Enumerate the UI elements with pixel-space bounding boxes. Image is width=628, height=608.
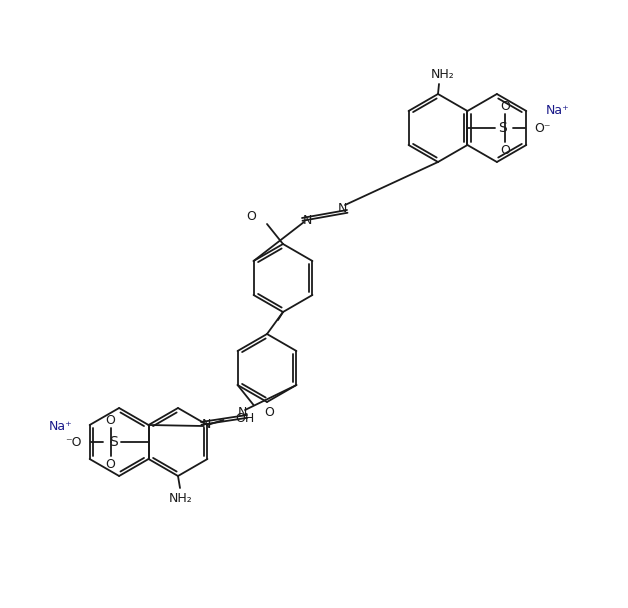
Text: O: O xyxy=(246,210,256,223)
Text: Na⁺: Na⁺ xyxy=(49,420,72,432)
Text: O: O xyxy=(106,457,116,471)
Text: NH₂: NH₂ xyxy=(169,491,193,505)
Text: ⁻O: ⁻O xyxy=(65,435,82,449)
Text: O: O xyxy=(501,100,511,112)
Text: N: N xyxy=(337,201,347,215)
Text: S: S xyxy=(498,121,507,135)
Text: S: S xyxy=(109,435,118,449)
Text: Na⁺: Na⁺ xyxy=(546,103,570,117)
Text: N: N xyxy=(302,213,311,227)
Text: N: N xyxy=(202,418,210,430)
Text: O: O xyxy=(264,407,274,420)
Text: O: O xyxy=(106,413,116,426)
Text: OH: OH xyxy=(236,412,255,424)
Text: NH₂: NH₂ xyxy=(431,67,455,80)
Text: N: N xyxy=(237,407,247,420)
Text: O: O xyxy=(501,143,511,156)
Text: O⁻: O⁻ xyxy=(534,122,551,134)
